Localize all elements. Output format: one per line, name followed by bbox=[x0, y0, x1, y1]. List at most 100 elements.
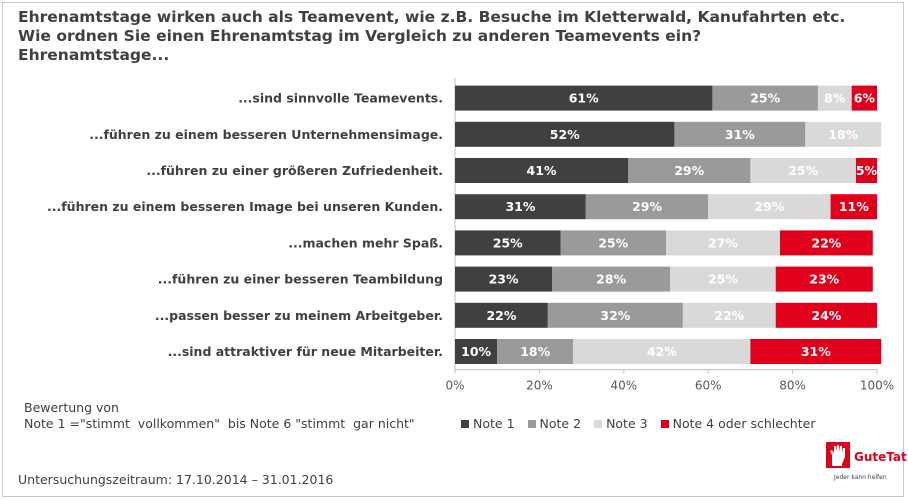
data-label: 25% bbox=[750, 91, 780, 106]
logo-tagline: Jeder kann helfen bbox=[834, 474, 887, 481]
data-label: 25% bbox=[708, 272, 738, 287]
bar-segment bbox=[670, 266, 776, 292]
legend-label: Note 4 oder schlechter bbox=[672, 416, 816, 431]
bar-segment bbox=[775, 266, 873, 292]
x-tick-label: 80% bbox=[779, 379, 806, 393]
x-tick-label: 40% bbox=[610, 379, 637, 393]
data-label: 28% bbox=[596, 272, 626, 287]
bar-segment bbox=[455, 230, 561, 256]
chart-legend: Note 1 Note 2 Note 3 Note 4 oder schlechter bbox=[461, 416, 828, 431]
category-label: ...führen zu einer besseren Teambildung bbox=[158, 272, 443, 287]
legend-label: Note 1 bbox=[473, 416, 515, 431]
data-label: 32% bbox=[600, 308, 630, 323]
bar-segment bbox=[775, 302, 877, 328]
title-line-2: Wie ordnen Sie einen Ehrenamtstag im Ver… bbox=[18, 27, 702, 45]
bar-segment bbox=[455, 266, 553, 292]
data-label: 52% bbox=[550, 127, 580, 142]
rating-note-line-1: Bewertung von bbox=[24, 400, 119, 415]
data-label: 18% bbox=[828, 127, 858, 142]
category-label: ...führen zu einer größeren Zufriedenhei… bbox=[146, 163, 443, 178]
data-label: 29% bbox=[632, 199, 662, 214]
data-label: 6% bbox=[854, 91, 876, 106]
legend-swatch bbox=[660, 419, 669, 428]
hand-logo-icon bbox=[826, 442, 850, 468]
data-label: 27% bbox=[708, 235, 738, 250]
title-line-3: Ehrenamtstage... bbox=[18, 46, 170, 64]
bar-segment bbox=[455, 339, 498, 364]
title-line-1: Ehrenamtstage wirken auch als Teamevent,… bbox=[18, 8, 846, 26]
x-tick-label: 60% bbox=[695, 379, 722, 393]
data-label: 41% bbox=[527, 163, 557, 178]
bar-segment bbox=[817, 85, 852, 111]
bar-segment bbox=[779, 230, 873, 256]
data-label: 23% bbox=[809, 272, 839, 287]
bar-segment bbox=[455, 302, 548, 328]
bar-segment bbox=[560, 230, 666, 256]
bar-segment bbox=[547, 302, 683, 328]
category-label: ...sind sinnvolle Teamevents. bbox=[238, 91, 443, 106]
data-label: 25% bbox=[788, 163, 818, 178]
x-tick-label: 100% bbox=[860, 379, 894, 393]
bar-segment bbox=[455, 121, 675, 147]
bar-segment bbox=[712, 85, 818, 111]
data-label: 25% bbox=[493, 235, 523, 250]
category-label: ...führen zu einem besseren Unternehmens… bbox=[89, 127, 443, 142]
data-label: 5% bbox=[856, 163, 878, 178]
bar-segment bbox=[628, 158, 751, 183]
bar-segment bbox=[855, 158, 877, 183]
legend-item: Note 1 bbox=[461, 416, 515, 431]
category-label: ...sind attraktiver für neue Mitarbeiter… bbox=[168, 344, 443, 359]
bar-segment bbox=[455, 194, 586, 220]
legend-item: Note 4 oder schlechter bbox=[660, 416, 816, 431]
legend-swatch bbox=[527, 419, 536, 428]
bar-segment bbox=[750, 158, 856, 183]
data-label: 31% bbox=[505, 199, 535, 214]
legend-item: Note 3 bbox=[594, 416, 648, 431]
bar-segment bbox=[455, 85, 713, 111]
bar-segment bbox=[585, 194, 709, 220]
data-label: 29% bbox=[754, 199, 784, 214]
rating-note-line-2: Note 1 ="stimmt vollkommen" bis Note 6 "… bbox=[24, 416, 415, 431]
x-tick-label: 20% bbox=[526, 379, 553, 393]
data-label: 22% bbox=[714, 308, 744, 323]
category-label: ...führen zu einem besseren Image bei un… bbox=[47, 199, 443, 214]
chart-title: Ehrenamtstage wirken auch als Teamevent,… bbox=[18, 8, 845, 65]
data-label: 22% bbox=[811, 235, 841, 250]
category-label: ...machen mehr Spaß. bbox=[288, 235, 443, 250]
bar-segment bbox=[455, 158, 629, 183]
bar-segment bbox=[708, 194, 831, 220]
legend-label: Note 3 bbox=[606, 416, 648, 431]
gutetat-logo: GuteTat.de Jeder kann helfen bbox=[826, 440, 908, 490]
bar-segment bbox=[851, 85, 877, 111]
data-label: 8% bbox=[824, 91, 846, 106]
bar-segment bbox=[674, 121, 806, 147]
logo-name: GuteTat.de bbox=[854, 450, 908, 464]
bar-segment bbox=[805, 121, 882, 147]
bar-segment bbox=[552, 266, 671, 292]
data-label: 10% bbox=[461, 344, 491, 359]
x-tick-label: 0% bbox=[445, 379, 464, 393]
data-label: 31% bbox=[801, 344, 831, 359]
data-label: 22% bbox=[486, 308, 516, 323]
data-label: 42% bbox=[647, 344, 677, 359]
legend-label: Note 2 bbox=[539, 416, 582, 431]
data-label: 23% bbox=[489, 272, 519, 287]
bar-segment bbox=[830, 194, 877, 220]
category-label: ...passen besser zu meinem Arbeitgeber. bbox=[155, 308, 443, 323]
legend-swatch bbox=[594, 419, 603, 428]
bar-segment bbox=[750, 339, 882, 364]
bar-segment bbox=[682, 302, 776, 328]
data-label: 29% bbox=[674, 163, 704, 178]
bar-segment bbox=[573, 339, 751, 364]
survey-period: Untersuchungszeitraum: 17.10.2014 – 31.0… bbox=[18, 472, 334, 487]
legend-swatch bbox=[461, 419, 469, 428]
bar-segment bbox=[666, 230, 780, 256]
data-label: 61% bbox=[569, 91, 599, 106]
bar-segment bbox=[497, 339, 574, 364]
legend-item: Note 2 bbox=[527, 416, 582, 431]
data-label: 31% bbox=[725, 127, 755, 142]
data-label: 25% bbox=[598, 235, 628, 250]
data-label: 18% bbox=[520, 344, 550, 359]
data-label: 11% bbox=[839, 199, 869, 214]
